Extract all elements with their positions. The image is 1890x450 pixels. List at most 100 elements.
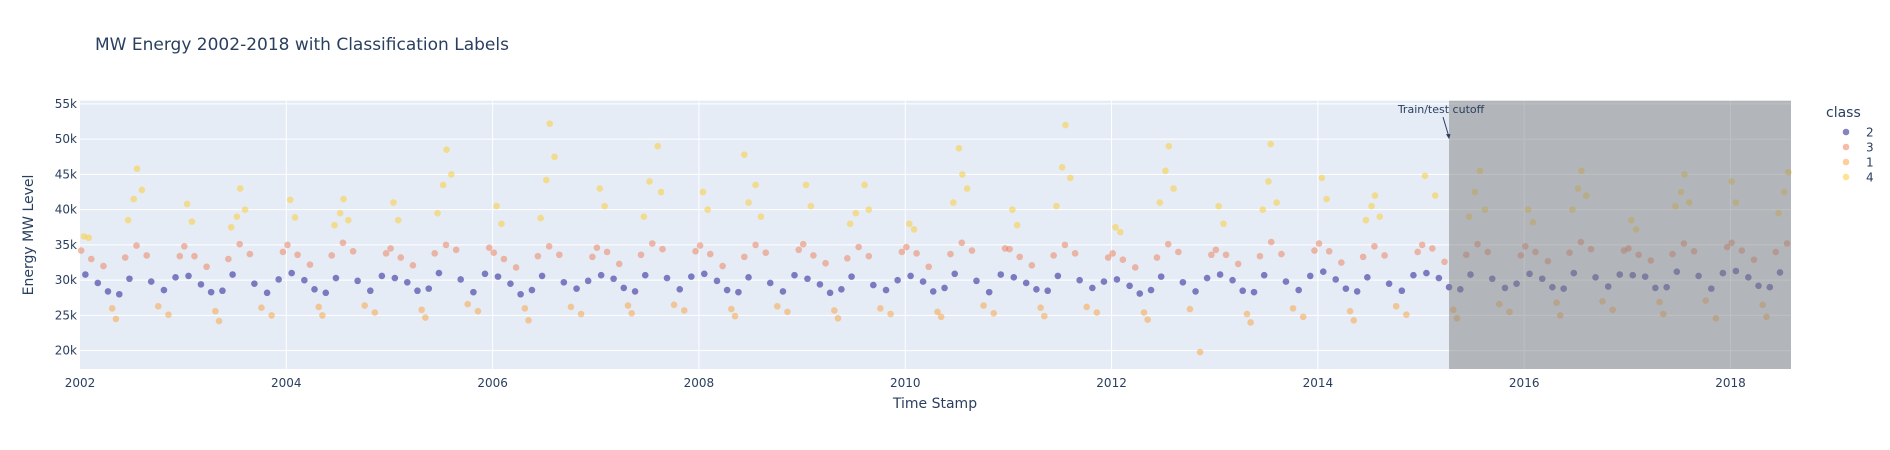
data-point xyxy=(328,252,335,259)
legend-item-class-3[interactable]: 3 xyxy=(1842,141,1874,155)
data-point xyxy=(104,288,112,295)
data-point xyxy=(713,277,721,285)
data-point xyxy=(331,221,338,229)
data-point xyxy=(894,276,901,284)
data-point xyxy=(1117,228,1124,236)
data-point xyxy=(130,195,137,203)
data-point xyxy=(997,271,1005,278)
x-tick-label: 2008 xyxy=(684,376,715,390)
data-point xyxy=(692,247,699,255)
data-point xyxy=(985,288,993,296)
data-point xyxy=(378,272,386,280)
data-point xyxy=(903,243,910,251)
data-point xyxy=(498,220,505,228)
data-point xyxy=(1338,259,1345,266)
data-point xyxy=(315,303,323,311)
data-point xyxy=(1323,195,1330,203)
data-point xyxy=(955,144,963,152)
data-point xyxy=(1362,216,1370,224)
legend-item-class-2[interactable]: 2 xyxy=(1842,126,1874,140)
data-point xyxy=(279,248,287,256)
data-point xyxy=(124,216,132,224)
x-tick-label: 2012 xyxy=(1096,376,1127,390)
data-point xyxy=(464,300,472,308)
data-point xyxy=(1368,202,1375,210)
data-point xyxy=(1028,262,1036,269)
data-point xyxy=(1315,240,1323,247)
data-point xyxy=(1295,286,1302,294)
data-point xyxy=(741,253,748,261)
data-point xyxy=(251,280,258,287)
data-point xyxy=(1282,278,1290,285)
data-point xyxy=(589,253,596,261)
data-point xyxy=(654,142,661,150)
legend-item-class-4[interactable]: 4 xyxy=(1842,171,1874,185)
data-point xyxy=(367,287,374,295)
data-point xyxy=(877,305,884,312)
data-point xyxy=(676,286,684,293)
data-point xyxy=(397,254,405,261)
data-point xyxy=(133,242,140,249)
data-point xyxy=(457,276,464,283)
data-point xyxy=(844,254,851,262)
data-point xyxy=(1346,307,1354,315)
y-tick-label: 20k xyxy=(55,344,77,358)
data-point xyxy=(246,250,254,258)
data-point xyxy=(233,213,241,220)
data-point xyxy=(597,271,605,279)
data-point xyxy=(834,314,842,322)
data-point xyxy=(126,275,133,283)
data-point xyxy=(1140,309,1148,316)
data-point xyxy=(925,263,933,271)
y-tick-label: 55k xyxy=(55,97,77,111)
data-point xyxy=(301,276,308,284)
data-point xyxy=(1273,199,1280,206)
data-point xyxy=(577,310,585,318)
data-point xyxy=(1342,285,1350,292)
data-point xyxy=(422,314,429,321)
data-point xyxy=(601,202,608,210)
x-axis-ticks: 2002 2004 2006 2008 2010 2012 2014 2016 2018 xyxy=(65,376,1746,390)
data-point xyxy=(403,278,411,286)
data-point xyxy=(306,261,314,268)
annotation-arrow xyxy=(1442,116,1450,138)
data-point xyxy=(752,241,759,249)
x-tick-label: 2018 xyxy=(1715,376,1746,390)
data-point xyxy=(1371,192,1379,199)
legend-item-class-1[interactable]: 1 xyxy=(1842,156,1874,170)
data-point xyxy=(294,251,301,259)
data-point xyxy=(766,279,774,287)
data-point xyxy=(1113,276,1121,283)
data-point xyxy=(907,272,914,280)
data-point xyxy=(545,243,553,250)
data-point xyxy=(138,186,146,194)
data-point xyxy=(1050,252,1057,259)
data-point xyxy=(1156,199,1164,206)
data-point xyxy=(1196,348,1204,356)
data-point xyxy=(1431,192,1439,199)
data-point xyxy=(846,220,854,228)
data-point xyxy=(1192,288,1199,295)
data-point xyxy=(339,239,347,247)
data-point xyxy=(212,307,219,315)
data-point xyxy=(1359,253,1367,261)
data-point xyxy=(1022,279,1030,287)
data-point xyxy=(165,311,172,319)
data-point xyxy=(1053,202,1060,210)
data-point xyxy=(624,302,632,309)
data-point xyxy=(108,305,116,312)
data-point xyxy=(176,252,184,260)
data-point xyxy=(528,286,536,294)
data-point xyxy=(958,239,966,247)
data-point xyxy=(816,281,824,288)
data-point xyxy=(822,259,829,267)
data-point xyxy=(470,288,477,296)
data-point xyxy=(1371,243,1378,250)
data-point xyxy=(1119,256,1127,264)
data-point xyxy=(934,308,941,316)
data-point xyxy=(745,199,752,206)
data-point xyxy=(807,202,815,210)
data-point xyxy=(1170,185,1177,192)
data-point xyxy=(1112,223,1119,231)
data-point xyxy=(1208,251,1215,259)
